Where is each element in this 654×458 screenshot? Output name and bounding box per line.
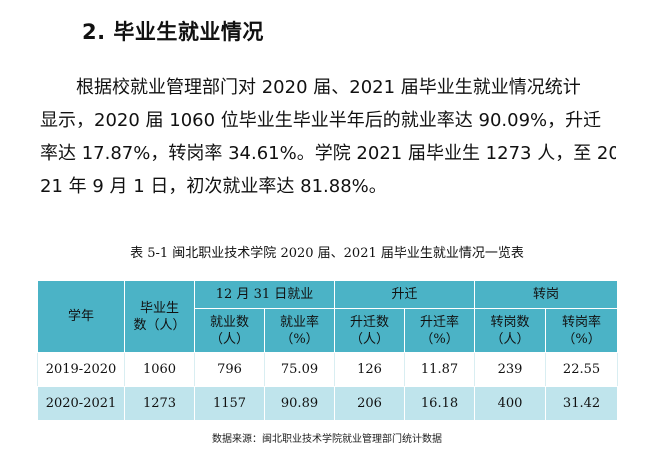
cell-employed: 796 bbox=[194, 352, 265, 387]
cell-promotion-rate: 11.87 bbox=[404, 352, 476, 387]
cell-graduates: 1273 bbox=[124, 386, 195, 421]
header-promo-rate-line2: （%） bbox=[420, 331, 459, 347]
data-source-note: 数据来源：闽北职业技术学院就业管理部门统计数据 bbox=[212, 434, 442, 445]
header-transfer-rate-line2: （%） bbox=[562, 331, 601, 347]
header-graduates-line2: 数（人） bbox=[133, 317, 186, 333]
cell-transfer-rate: 22.55 bbox=[545, 352, 619, 387]
header-employed-line1: 就业数 bbox=[209, 314, 249, 330]
cell-promotion-rate: 16.18 bbox=[404, 386, 476, 421]
header-graduates: 毕业生 数（人） bbox=[124, 280, 195, 353]
header-group-promotion: 升迁 bbox=[334, 280, 476, 309]
cell-employed: 1157 bbox=[194, 386, 265, 421]
paragraph-line-1: 根据校就业管理部门对 2020 届、2021 届毕业生就业情况统计 bbox=[76, 77, 581, 98]
table-row: 2020-2021 1273 1157 90.89 206 16.18 400 … bbox=[37, 386, 619, 421]
paragraph-line-3: 率达 17.87%，转岗率 34.61%。学院 2021 届毕业生 1273 人… bbox=[40, 143, 616, 164]
table-caption: 表 5-1 闽北职业技术学院 2020 届、2021 届毕业生就业情况一览表 bbox=[130, 246, 524, 261]
header-group-transfer: 转岗 bbox=[474, 280, 619, 309]
header-group-employment: 12 月 31 日就业 bbox=[193, 280, 336, 309]
header-year: 学年 bbox=[37, 280, 125, 353]
header-graduates-line1: 毕业生 bbox=[139, 300, 179, 316]
header-row-groups: 学年 毕业生 数（人） 12 月 31 日就业 升迁 转岗 bbox=[37, 280, 619, 353]
cell-year: 2020-2021 bbox=[37, 386, 125, 421]
table-header: 学年 毕业生 数（人） 12 月 31 日就业 升迁 转岗 就业数 （人） 就业… bbox=[37, 280, 619, 353]
cell-graduates: 1060 bbox=[124, 352, 195, 387]
table-body: 2019-2020 1060 796 75.09 126 11.87 239 2… bbox=[37, 352, 619, 421]
cell-employment-rate: 75.09 bbox=[263, 352, 336, 387]
header-emp-rate-line2: （%） bbox=[280, 331, 319, 347]
paragraph-line-2: 显示，2020 届 1060 位毕业生毕业半年后的就业率达 90.09%，升迁 bbox=[40, 110, 602, 131]
cell-transferred: 239 bbox=[474, 352, 547, 387]
header-promo-rate-line1: 升迁率 bbox=[420, 314, 460, 330]
paragraph-line-4: 21 年 9 月 1 日，初次就业率达 81.88%。 bbox=[40, 176, 387, 197]
header-row-columns: 就业数 （人） 就业率 （%） 升迁数 （人） 升迁率 （%） 转岗数 （人） … bbox=[38, 308, 619, 353]
header-transfer-rate: 转岗率 （%） bbox=[545, 308, 619, 353]
header-transferred-line1: 转岗数 bbox=[490, 314, 530, 330]
header-employed: 就业数 （人） bbox=[194, 308, 265, 353]
cell-transfer-rate: 31.42 bbox=[545, 386, 619, 421]
header-promoted-line1: 升迁数 bbox=[350, 314, 390, 330]
cell-promoted: 206 bbox=[334, 386, 406, 421]
header-transfer-rate-line1: 转岗率 bbox=[562, 314, 602, 330]
cell-promoted: 126 bbox=[334, 352, 406, 387]
header-promoted: 升迁数 （人） bbox=[334, 308, 406, 353]
employment-table: 学年 毕业生 数（人） 12 月 31 日就业 升迁 转岗 就业数 （人） 就业… bbox=[37, 280, 619, 421]
header-employment-rate: 就业率 （%） bbox=[263, 308, 336, 353]
header-promoted-line2: （人） bbox=[350, 331, 390, 347]
header-promotion-rate: 升迁率 （%） bbox=[404, 308, 476, 353]
employment-paragraph: 根据校就业管理部门对 2020 届、2021 届毕业生就业情况统计 显示，202… bbox=[40, 71, 616, 203]
cell-year: 2019-2020 bbox=[37, 352, 125, 387]
header-transferred: 转岗数 （人） bbox=[474, 308, 547, 353]
table-row: 2019-2020 1060 796 75.09 126 11.87 239 2… bbox=[37, 352, 619, 387]
header-transferred-line2: （人） bbox=[490, 331, 530, 347]
header-employed-line2: （人） bbox=[209, 331, 249, 347]
section-heading: 2. 毕业生就业情况 bbox=[82, 20, 264, 44]
cell-employment-rate: 90.89 bbox=[263, 386, 336, 421]
header-emp-rate-line1: 就业率 bbox=[280, 314, 320, 330]
cell-transferred: 400 bbox=[474, 386, 547, 421]
